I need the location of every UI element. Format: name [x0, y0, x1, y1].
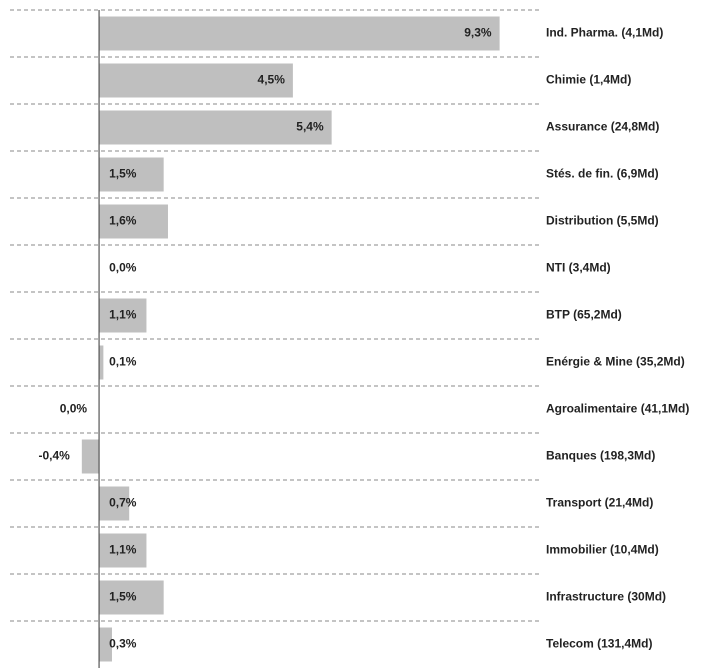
category-label: Stés. de fin. (6,9Md) [546, 167, 659, 181]
category-label: Agroalimentaire (41,1Md) [546, 402, 689, 416]
value-label: 0,7% [109, 496, 137, 510]
value-label: 0,1% [109, 355, 137, 369]
value-label: 0,0% [60, 402, 88, 416]
value-label: 1,5% [109, 167, 137, 181]
category-label: Assurance (24,8Md) [546, 120, 659, 134]
value-label: 1,1% [109, 308, 137, 322]
value-label: 5,4% [296, 120, 324, 134]
value-label: 1,5% [109, 590, 137, 604]
bar [99, 157, 164, 192]
bar [99, 110, 332, 145]
bar [99, 204, 168, 239]
bar [99, 63, 293, 98]
bar [99, 345, 104, 380]
value-label: 0,0% [109, 261, 137, 275]
category-label: Enérgie & Mine (35,2Md) [546, 355, 685, 369]
bar [99, 16, 500, 51]
category-label: Ind. Pharma. (4,1Md) [546, 26, 663, 40]
category-label: Transport (21,4Md) [546, 496, 653, 510]
value-label: 0,3% [109, 637, 137, 651]
value-label: 4,5% [258, 73, 286, 87]
category-label: Distribution (5,5Md) [546, 214, 659, 228]
bar [99, 533, 147, 568]
bar [99, 580, 164, 615]
category-label: Infrastructure (30Md) [546, 590, 666, 604]
category-label: Telecom (131,4Md) [546, 637, 652, 651]
bar [81, 439, 100, 474]
value-label: -0,4% [38, 449, 70, 463]
value-label: 9,3% [464, 26, 492, 40]
category-label: Chimie (1,4Md) [546, 73, 631, 87]
category-label: NTI (3,4Md) [546, 261, 611, 275]
bar [99, 627, 112, 662]
value-label: 1,6% [109, 214, 137, 228]
category-label: Banques (198,3Md) [546, 449, 655, 463]
bar [99, 486, 130, 521]
value-label: 1,1% [109, 543, 137, 557]
category-label: Immobilier (10,4Md) [546, 543, 659, 557]
category-label: BTP (65,2Md) [546, 308, 622, 322]
bar [99, 298, 147, 333]
